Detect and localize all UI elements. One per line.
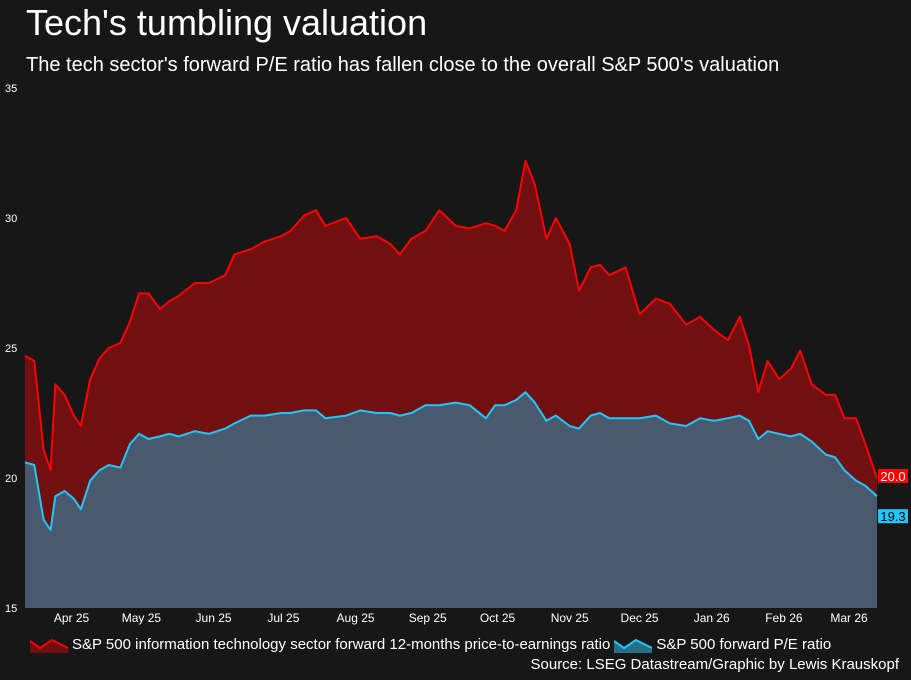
legend-swatch-tech — [29, 637, 69, 653]
end-value-box-1 — [878, 509, 908, 524]
series-line-0 — [24, 159, 878, 479]
x-tick-label: Jul 25 — [267, 611, 299, 625]
y-tick-label: 25 — [5, 343, 17, 355]
x-tick-label: Feb 26 — [765, 611, 803, 625]
end-value-box-0 — [878, 469, 908, 483]
x-tick-label: Dec 25 — [621, 611, 659, 625]
y-tick-label: 15 — [5, 603, 17, 615]
legend-label-sp500: S&P 500 forward P/E ratio — [656, 636, 832, 653]
end-value-label-1: 19.3 — [880, 509, 905, 524]
x-tick-label: Sep 25 — [409, 611, 447, 625]
series-line-1 — [24, 391, 878, 531]
end-value-label-0: 20.0 — [880, 469, 905, 484]
x-tick-label: May 25 — [122, 611, 162, 625]
x-tick-label: Mar 26 — [830, 611, 868, 625]
chart-title: Tech's tumbling valuation — [26, 2, 428, 43]
chart-subtitle: The tech sector's forward P/E ratio has … — [26, 54, 780, 76]
x-tick-label: Oct 25 — [480, 611, 516, 625]
legend-label-tech: S&P 500 information technology sector fo… — [72, 636, 611, 653]
legend: S&P 500 information technology sector fo… — [29, 636, 832, 653]
source-note: Source: LSEG Datastream/Graphic by Lewis… — [530, 656, 900, 673]
x-tick-label: Jan 26 — [694, 611, 730, 625]
x-tick-label: Jun 25 — [196, 611, 232, 625]
x-tick-label: Aug 25 — [337, 611, 375, 625]
y-tick-label: 35 — [5, 83, 17, 95]
y-tick-label: 30 — [5, 213, 17, 225]
series-area-1 — [25, 392, 877, 608]
x-tick-label: Apr 25 — [54, 611, 90, 625]
y-tick-label: 20 — [5, 473, 17, 485]
legend-swatch-sp500 — [613, 637, 653, 653]
x-tick-label: Nov 25 — [551, 611, 589, 625]
